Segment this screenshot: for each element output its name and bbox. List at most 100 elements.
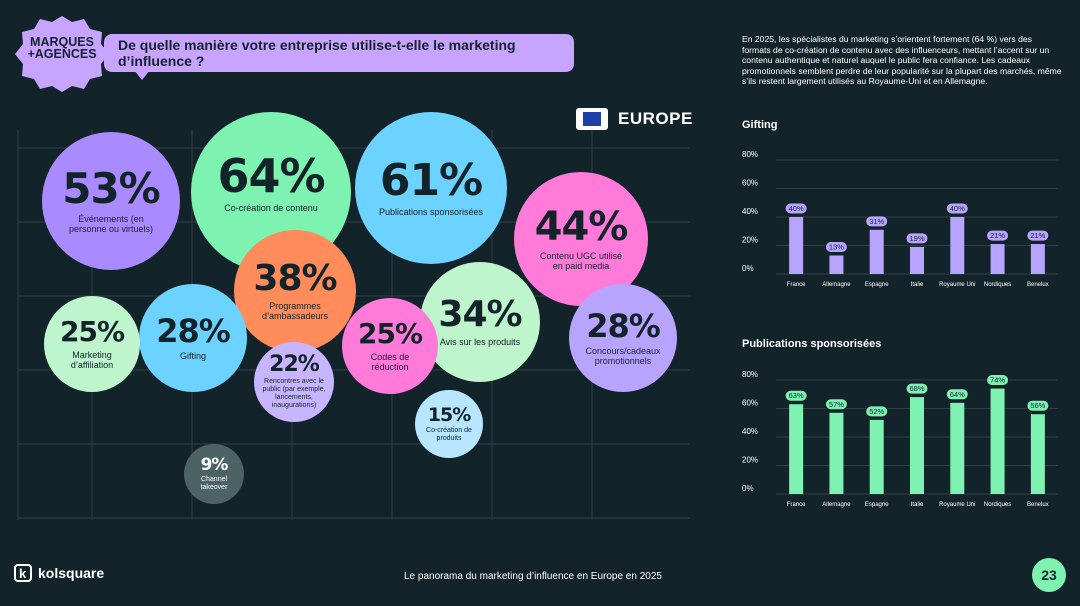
value-label-pill (905, 382, 929, 395)
x-tick-label: Espagne (865, 502, 889, 508)
x-tick-label: Benelux (1027, 502, 1049, 508)
bubble-label: Co-création de contenu (224, 202, 318, 213)
value-label-pill (784, 389, 808, 402)
bubble-label: Gifting (179, 350, 206, 361)
bubble-label: Contenu UGC utilisé en paid media (539, 250, 623, 272)
kolsquare-logo: k kolsquare (14, 564, 104, 582)
bubble-value: 28% (586, 306, 661, 345)
bubble-label: Codes de réduction (370, 351, 410, 373)
y-tick-label: 80% (742, 370, 758, 379)
footer-caption: Le panorama du marketing d’influence en … (404, 571, 662, 582)
value-label-pill (945, 388, 969, 401)
y-tick-label: 60% (742, 399, 758, 408)
bar-royaume-uni (950, 402, 965, 494)
value-label: 63% (789, 391, 804, 400)
bar-italie (910, 397, 924, 494)
bubble-value: 61% (379, 154, 483, 206)
bubble-label: Marketing d’affiliation (70, 349, 114, 371)
value-label-pill (945, 202, 969, 215)
page-number: 23 (1032, 558, 1066, 592)
gifting-bar-chart: 0% 20% 40% 60% 80% 40% France 13% Allemagne 31% Es… (742, 150, 1058, 288)
bar-allemagne (829, 412, 844, 494)
bubble-gifting: 28% Gifting (139, 284, 247, 392)
bubble-label: Co-création de produits (426, 426, 472, 442)
bubble-ugc: 44% Contenu UGC utilisé en paid media (514, 172, 648, 306)
x-tick-label: Benelux (1027, 282, 1049, 288)
x-tick-label: Royaume Uni (939, 502, 975, 508)
bar-espagne (869, 419, 884, 494)
bubble-label: Programmes d’ambassadeurs (261, 300, 329, 322)
value-label-pill (865, 405, 889, 418)
bar-benelux (1030, 414, 1045, 494)
y-tick-label: 80% (742, 150, 758, 159)
value-label-pill (1026, 229, 1050, 242)
value-label: 40% (789, 204, 804, 213)
y-tick-label: 20% (742, 236, 758, 245)
bubble-rencontres: 22% Rencontres avec le public (par exemp… (254, 342, 334, 422)
bubble-value: 28% (156, 311, 231, 350)
x-tick-label: Royaume Uni (939, 282, 975, 288)
logo-text: kolsquare (38, 565, 105, 581)
y-tick-label: 20% (742, 456, 758, 465)
x-tick-label: Nordiques (984, 502, 1011, 508)
bubble-value: 9% (200, 454, 229, 475)
region-tag: EUROPE (576, 108, 693, 130)
value-label: 19% (909, 234, 924, 243)
value-label: 21% (1030, 231, 1045, 240)
bar-royaume-uni (950, 217, 965, 274)
bubble-value: 25% (357, 316, 423, 350)
eu-flag-icon (576, 108, 608, 130)
value-label: 57% (829, 400, 844, 409)
bubble-label: Publications sponsorisées (378, 206, 484, 217)
bubble-affiliation: 25% Marketing d’affiliation (44, 296, 140, 392)
bubble-value: 15% (427, 403, 471, 426)
x-tick-label: Espagne (865, 282, 889, 288)
y-tick-label: 60% (742, 179, 758, 188)
bubble-value: 22% (269, 352, 320, 377)
bubble-label: Channel takeover (200, 475, 228, 491)
x-tick-label: Allemagne (822, 502, 851, 508)
value-label-pill (986, 229, 1010, 242)
bubble-label: Avis sur les produits (439, 336, 521, 347)
bubble-channel: 9% Channel takeover (184, 444, 244, 504)
value-label: 52% (869, 407, 884, 416)
y-tick-label: 0% (742, 264, 754, 273)
value-label: 68% (909, 384, 924, 393)
question-text: De quelle manière votre entreprise utili… (118, 37, 516, 69)
bar-benelux (1030, 244, 1045, 274)
bubble-concours: 28% Concours/cadeaux promotionnels (569, 284, 677, 392)
x-tick-label: France (787, 502, 806, 508)
bar-allemagne (829, 255, 844, 274)
value-label-pill (824, 398, 848, 411)
value-label: 13% (829, 242, 844, 251)
value-label: 31% (869, 217, 884, 226)
x-tick-label: France (787, 282, 806, 288)
chart-title-publications: Publications sponsorisées (742, 338, 882, 350)
region-label: EUROPE (618, 109, 693, 128)
value-label-pill (824, 240, 848, 253)
value-label-pill (986, 374, 1010, 387)
bar-espagne (869, 229, 884, 274)
value-label: 21% (990, 231, 1005, 240)
kolsquare-logo-icon: k (14, 564, 32, 582)
publications-bar-chart: 0% 20% 40% 60% 80% 63% France 57% Allemagne 52% Es… (742, 370, 1058, 508)
value-label-pill (1026, 399, 1050, 412)
x-tick-label: Italie (911, 282, 924, 288)
bubble-codes: 25% Codes de réduction (342, 298, 438, 394)
value-label-pill (905, 232, 929, 245)
bubble-value: 38% (253, 257, 337, 299)
badge-label: MARQUES +AGENCES (27, 35, 97, 61)
value-label: 56% (1030, 401, 1045, 410)
bubble-avis: 34% Avis sur les produits (420, 262, 540, 382)
bar-france (789, 217, 804, 274)
bar-nordiques (990, 388, 1005, 494)
bubble-label: Concours/cadeaux promotionnels (585, 345, 661, 367)
bubble-evenements: 53% Événements (en personne ou virtuels) (42, 132, 180, 270)
bubble-value: 34% (438, 293, 522, 335)
x-tick-label: Italie (911, 502, 924, 508)
speech-tail (134, 70, 150, 80)
bubble-value: 53% (62, 163, 161, 213)
y-tick-label: 40% (742, 427, 758, 436)
audience-badge (15, 16, 109, 92)
y-tick-label: 0% (742, 484, 754, 493)
